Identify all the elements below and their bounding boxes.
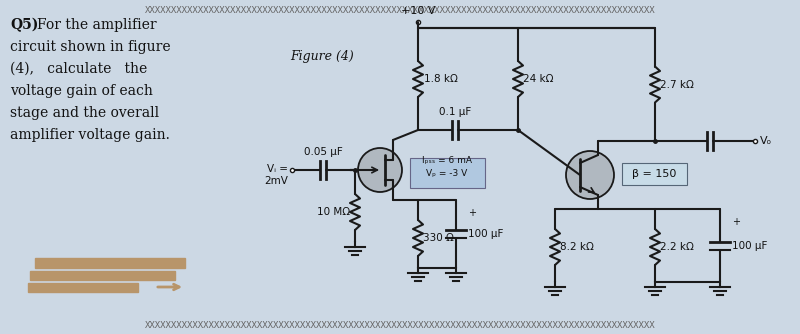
Text: circuit shown in figure: circuit shown in figure	[10, 40, 170, 54]
Text: β = 150: β = 150	[632, 169, 676, 179]
Text: stage and the overall: stage and the overall	[10, 106, 159, 120]
Text: Q5): Q5)	[10, 18, 38, 32]
Text: 10 MΩ: 10 MΩ	[317, 207, 350, 217]
Bar	[30, 271, 175, 280]
Text: Figure (4): Figure (4)	[290, 50, 354, 63]
Text: 2.2 kΩ: 2.2 kΩ	[660, 242, 694, 252]
Text: Vᵢ =
2mV: Vᵢ = 2mV	[264, 164, 288, 186]
Text: 0.1 μF: 0.1 μF	[439, 107, 471, 117]
Text: Iₚₛₛ = 6 mA
Vₚ = -3 V: Iₚₛₛ = 6 mA Vₚ = -3 V	[422, 156, 472, 178]
Text: 2.7 kΩ: 2.7 kΩ	[660, 79, 694, 90]
Text: 8.2 kΩ: 8.2 kΩ	[560, 242, 594, 252]
Circle shape	[566, 151, 614, 199]
Text: 0.05 μF: 0.05 μF	[304, 147, 342, 157]
Text: +: +	[468, 208, 476, 218]
Text: XXXXXXXXXXXXXXXXXXXXXXXXXXXXXXXXXXXXXXXXXXXXXXXXXXXXXXXXXXXXXXXXXXXXXXXXXXXXXXXX: XXXXXXXXXXXXXXXXXXXXXXXXXXXXXXXXXXXXXXXX…	[145, 6, 655, 15]
Text: +: +	[732, 217, 740, 227]
Text: +10 V: +10 V	[401, 6, 435, 16]
Text: For the amplifier: For the amplifier	[37, 18, 157, 32]
Text: XXXXXXXXXXXXXXXXXXXXXXXXXXXXXXXXXXXXXXXXXXXXXXXXXXXXXXXXXXXXXXXXXXXXXXXXXXXXXXXX: XXXXXXXXXXXXXXXXXXXXXXXXXXXXXXXXXXXXXXXX…	[145, 321, 655, 330]
Text: 1.8 kΩ: 1.8 kΩ	[424, 74, 458, 84]
Bar	[622, 163, 687, 185]
Bar	[35, 258, 185, 268]
Text: amplifier voltage gain.: amplifier voltage gain.	[10, 128, 170, 142]
Text: 24 kΩ: 24 kΩ	[523, 74, 554, 84]
Bar	[28, 283, 138, 292]
Text: voltage gain of each: voltage gain of each	[10, 84, 153, 98]
Text: (4),   calculate   the: (4), calculate the	[10, 62, 147, 76]
Bar	[410, 158, 485, 188]
Text: 100 μF: 100 μF	[732, 240, 767, 250]
Text: 100 μF: 100 μF	[468, 229, 503, 239]
Text: Vₒ: Vₒ	[760, 136, 772, 146]
Text: 330 Ω: 330 Ω	[423, 233, 454, 243]
Circle shape	[358, 148, 402, 192]
